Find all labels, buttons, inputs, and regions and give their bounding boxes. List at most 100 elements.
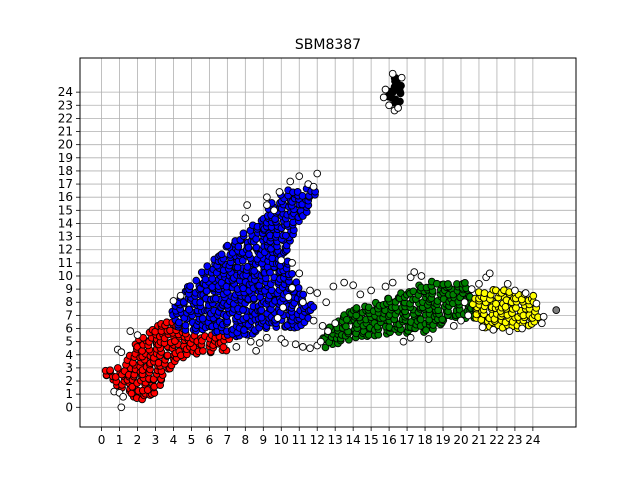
x-tick-label: 6 xyxy=(206,433,214,447)
unassigned-point xyxy=(400,338,407,345)
unassigned-point xyxy=(325,328,332,335)
y-tick-label: 10 xyxy=(58,269,73,283)
unassigned-point xyxy=(120,393,127,400)
x-tick-label: 20 xyxy=(453,433,468,447)
y-tick-label: 14 xyxy=(58,216,73,230)
blue-cluster-point xyxy=(218,251,225,258)
x-tick-label: 12 xyxy=(310,433,325,447)
x-tick-label: 4 xyxy=(170,433,178,447)
unassigned-point xyxy=(296,173,303,180)
blue-cluster-point xyxy=(187,283,194,290)
unassigned-point xyxy=(285,294,292,301)
unassigned-point xyxy=(465,312,472,319)
y-tick-label: 23 xyxy=(58,98,73,112)
x-tick-label: 18 xyxy=(417,433,432,447)
unassigned-point xyxy=(395,105,402,112)
y-tick-label: 20 xyxy=(58,138,73,152)
unassigned-point xyxy=(538,320,545,327)
unassigned-point xyxy=(307,287,314,294)
y-tick-label: 11 xyxy=(58,256,73,270)
x-tick-label: 2 xyxy=(134,433,142,447)
x-tick-label: 21 xyxy=(471,433,486,447)
unassigned-point xyxy=(357,291,364,298)
unassigned-point xyxy=(382,86,389,93)
unassigned-point xyxy=(299,343,306,350)
unassigned-point xyxy=(332,320,339,327)
unassigned-point xyxy=(368,287,375,294)
unassigned-point xyxy=(289,284,296,291)
unassigned-point xyxy=(278,257,285,264)
blue-cluster-point xyxy=(240,230,247,237)
unassigned-point xyxy=(242,215,249,222)
unassigned-point xyxy=(287,178,294,185)
y-tick-label: 4 xyxy=(65,348,73,362)
unassigned-point xyxy=(522,290,529,297)
y-tick-label: 24 xyxy=(58,85,73,99)
unassigned-point xyxy=(476,280,483,287)
unassigned-point xyxy=(310,183,317,190)
unassigned-point xyxy=(319,322,326,329)
unassigned-point xyxy=(281,340,288,347)
blue-cluster-point xyxy=(251,268,258,275)
unassigned-point xyxy=(506,328,513,335)
y-tick-label: 9 xyxy=(65,282,73,296)
x-tick-label: 7 xyxy=(224,433,232,447)
x-tick-label: 19 xyxy=(435,433,450,447)
green-cluster-point xyxy=(353,305,360,312)
y-tick-label: 13 xyxy=(58,230,73,244)
unassigned-point xyxy=(468,286,475,293)
yellow-cluster-point xyxy=(530,292,537,299)
x-tick-label: 9 xyxy=(259,433,267,447)
unassigned-point xyxy=(280,304,287,311)
x-tick-label: 14 xyxy=(346,433,361,447)
unassigned-point xyxy=(425,336,432,343)
unassigned-point xyxy=(533,300,540,307)
unassigned-point xyxy=(389,279,396,286)
unassigned-point xyxy=(299,299,306,306)
y-tick-label: 17 xyxy=(58,177,73,191)
y-tick-label: 3 xyxy=(65,361,73,375)
red-cluster-point xyxy=(139,348,146,355)
x-tick-label: 23 xyxy=(507,433,522,447)
x-tick-label: 8 xyxy=(242,433,250,447)
x-tick-label: 11 xyxy=(292,433,307,447)
x-tick-label: 5 xyxy=(188,433,196,447)
unassigned-point xyxy=(330,283,337,290)
unassigned-point xyxy=(292,341,299,348)
x-tick-label: 0 xyxy=(98,433,106,447)
black-cluster-point xyxy=(392,96,399,103)
x-tick-label: 15 xyxy=(363,433,378,447)
unassigned-point xyxy=(134,332,141,339)
blue-cluster-point xyxy=(289,270,296,277)
y-tick-label: 6 xyxy=(65,322,73,336)
unassigned-point xyxy=(386,102,393,109)
unassigned-point xyxy=(296,270,303,277)
blue-cluster-point xyxy=(272,216,279,223)
y-tick-label: 8 xyxy=(65,295,73,309)
unassigned-point xyxy=(118,349,125,356)
blue-cluster-point xyxy=(246,251,253,258)
unassigned-point xyxy=(519,325,526,332)
x-tick-label: 10 xyxy=(274,433,289,447)
unassigned-point xyxy=(307,345,314,352)
unassigned-point xyxy=(317,338,324,345)
y-tick-label: 12 xyxy=(58,243,73,257)
green-cluster-point xyxy=(462,279,469,286)
unassigned-point xyxy=(263,194,270,201)
unassigned-point xyxy=(490,326,497,333)
unassigned-point xyxy=(511,287,518,294)
unassigned-point xyxy=(289,259,296,266)
blue-cluster-point xyxy=(212,295,219,302)
y-tick-label: 21 xyxy=(58,125,73,139)
y-tick-label: 18 xyxy=(58,164,73,178)
unassigned-point xyxy=(244,202,251,209)
yellow-cluster-point xyxy=(481,290,488,297)
unassigned-point xyxy=(276,189,283,196)
y-tick-label: 7 xyxy=(65,308,73,322)
unassigned-point xyxy=(263,202,270,209)
blue-cluster-point xyxy=(240,307,247,314)
blue-cluster-point xyxy=(300,291,307,298)
y-tick-label: 22 xyxy=(58,111,73,125)
green-cluster-point xyxy=(385,295,392,302)
unassigned-point xyxy=(418,273,425,280)
